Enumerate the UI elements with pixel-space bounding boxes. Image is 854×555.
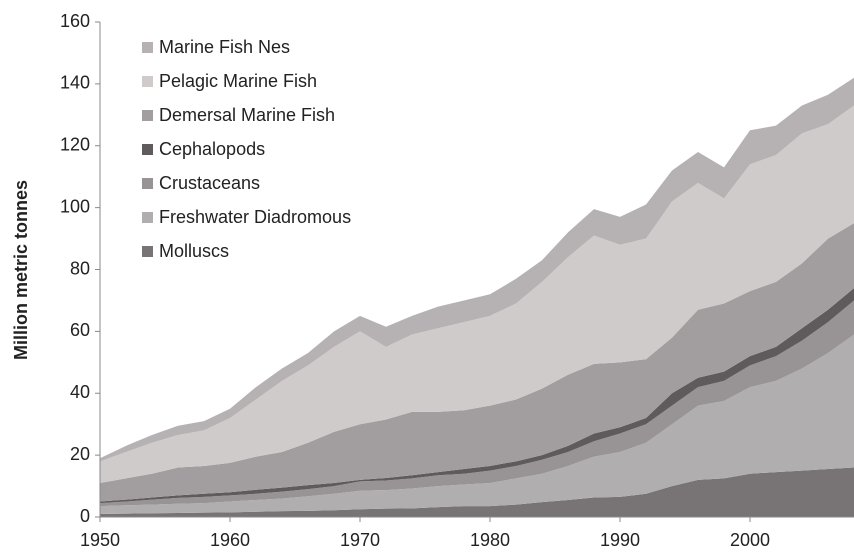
- legend-label: Freshwater Diadromous: [159, 207, 351, 227]
- x-tick-label: 1950: [80, 530, 120, 550]
- legend-label: Marine Fish Nes: [159, 37, 290, 57]
- legend-swatch: [142, 212, 153, 223]
- legend-label: Crustaceans: [159, 173, 260, 193]
- legend-swatch: [142, 144, 153, 155]
- legend-swatch: [142, 178, 153, 189]
- legend-swatch: [142, 76, 153, 87]
- x-tick-label: 2000: [730, 530, 770, 550]
- legend-label: Cephalopods: [159, 139, 265, 159]
- y-tick-label: 40: [70, 382, 90, 402]
- y-tick-label: 160: [60, 11, 90, 31]
- x-tick-label: 1970: [340, 530, 380, 550]
- legend-swatch: [142, 42, 153, 53]
- x-tick-label: 1980: [470, 530, 510, 550]
- y-tick-label: 60: [70, 320, 90, 340]
- x-tick-label: 1990: [600, 530, 640, 550]
- x-tick-label: 1960: [210, 530, 250, 550]
- legend-label: Molluscs: [159, 241, 229, 261]
- legend-label: Demersal Marine Fish: [159, 105, 335, 125]
- y-tick-label: 80: [70, 258, 90, 278]
- y-tick-label: 0: [80, 506, 90, 526]
- y-tick-label: 100: [60, 196, 90, 216]
- legend-swatch: [142, 246, 153, 257]
- area: [100, 105, 854, 483]
- area: [100, 223, 854, 502]
- area: [100, 467, 854, 517]
- area: [100, 300, 854, 507]
- y-tick-label: 120: [60, 135, 90, 155]
- y-tick-label: 20: [70, 444, 90, 464]
- area: [100, 334, 854, 514]
- y-tick-label: 140: [60, 73, 90, 93]
- legend-swatch: [142, 110, 153, 121]
- area: [100, 77, 854, 462]
- legend-label: Pelagic Marine Fish: [159, 71, 317, 91]
- y-axis-label: Million metric tonnes: [11, 180, 31, 360]
